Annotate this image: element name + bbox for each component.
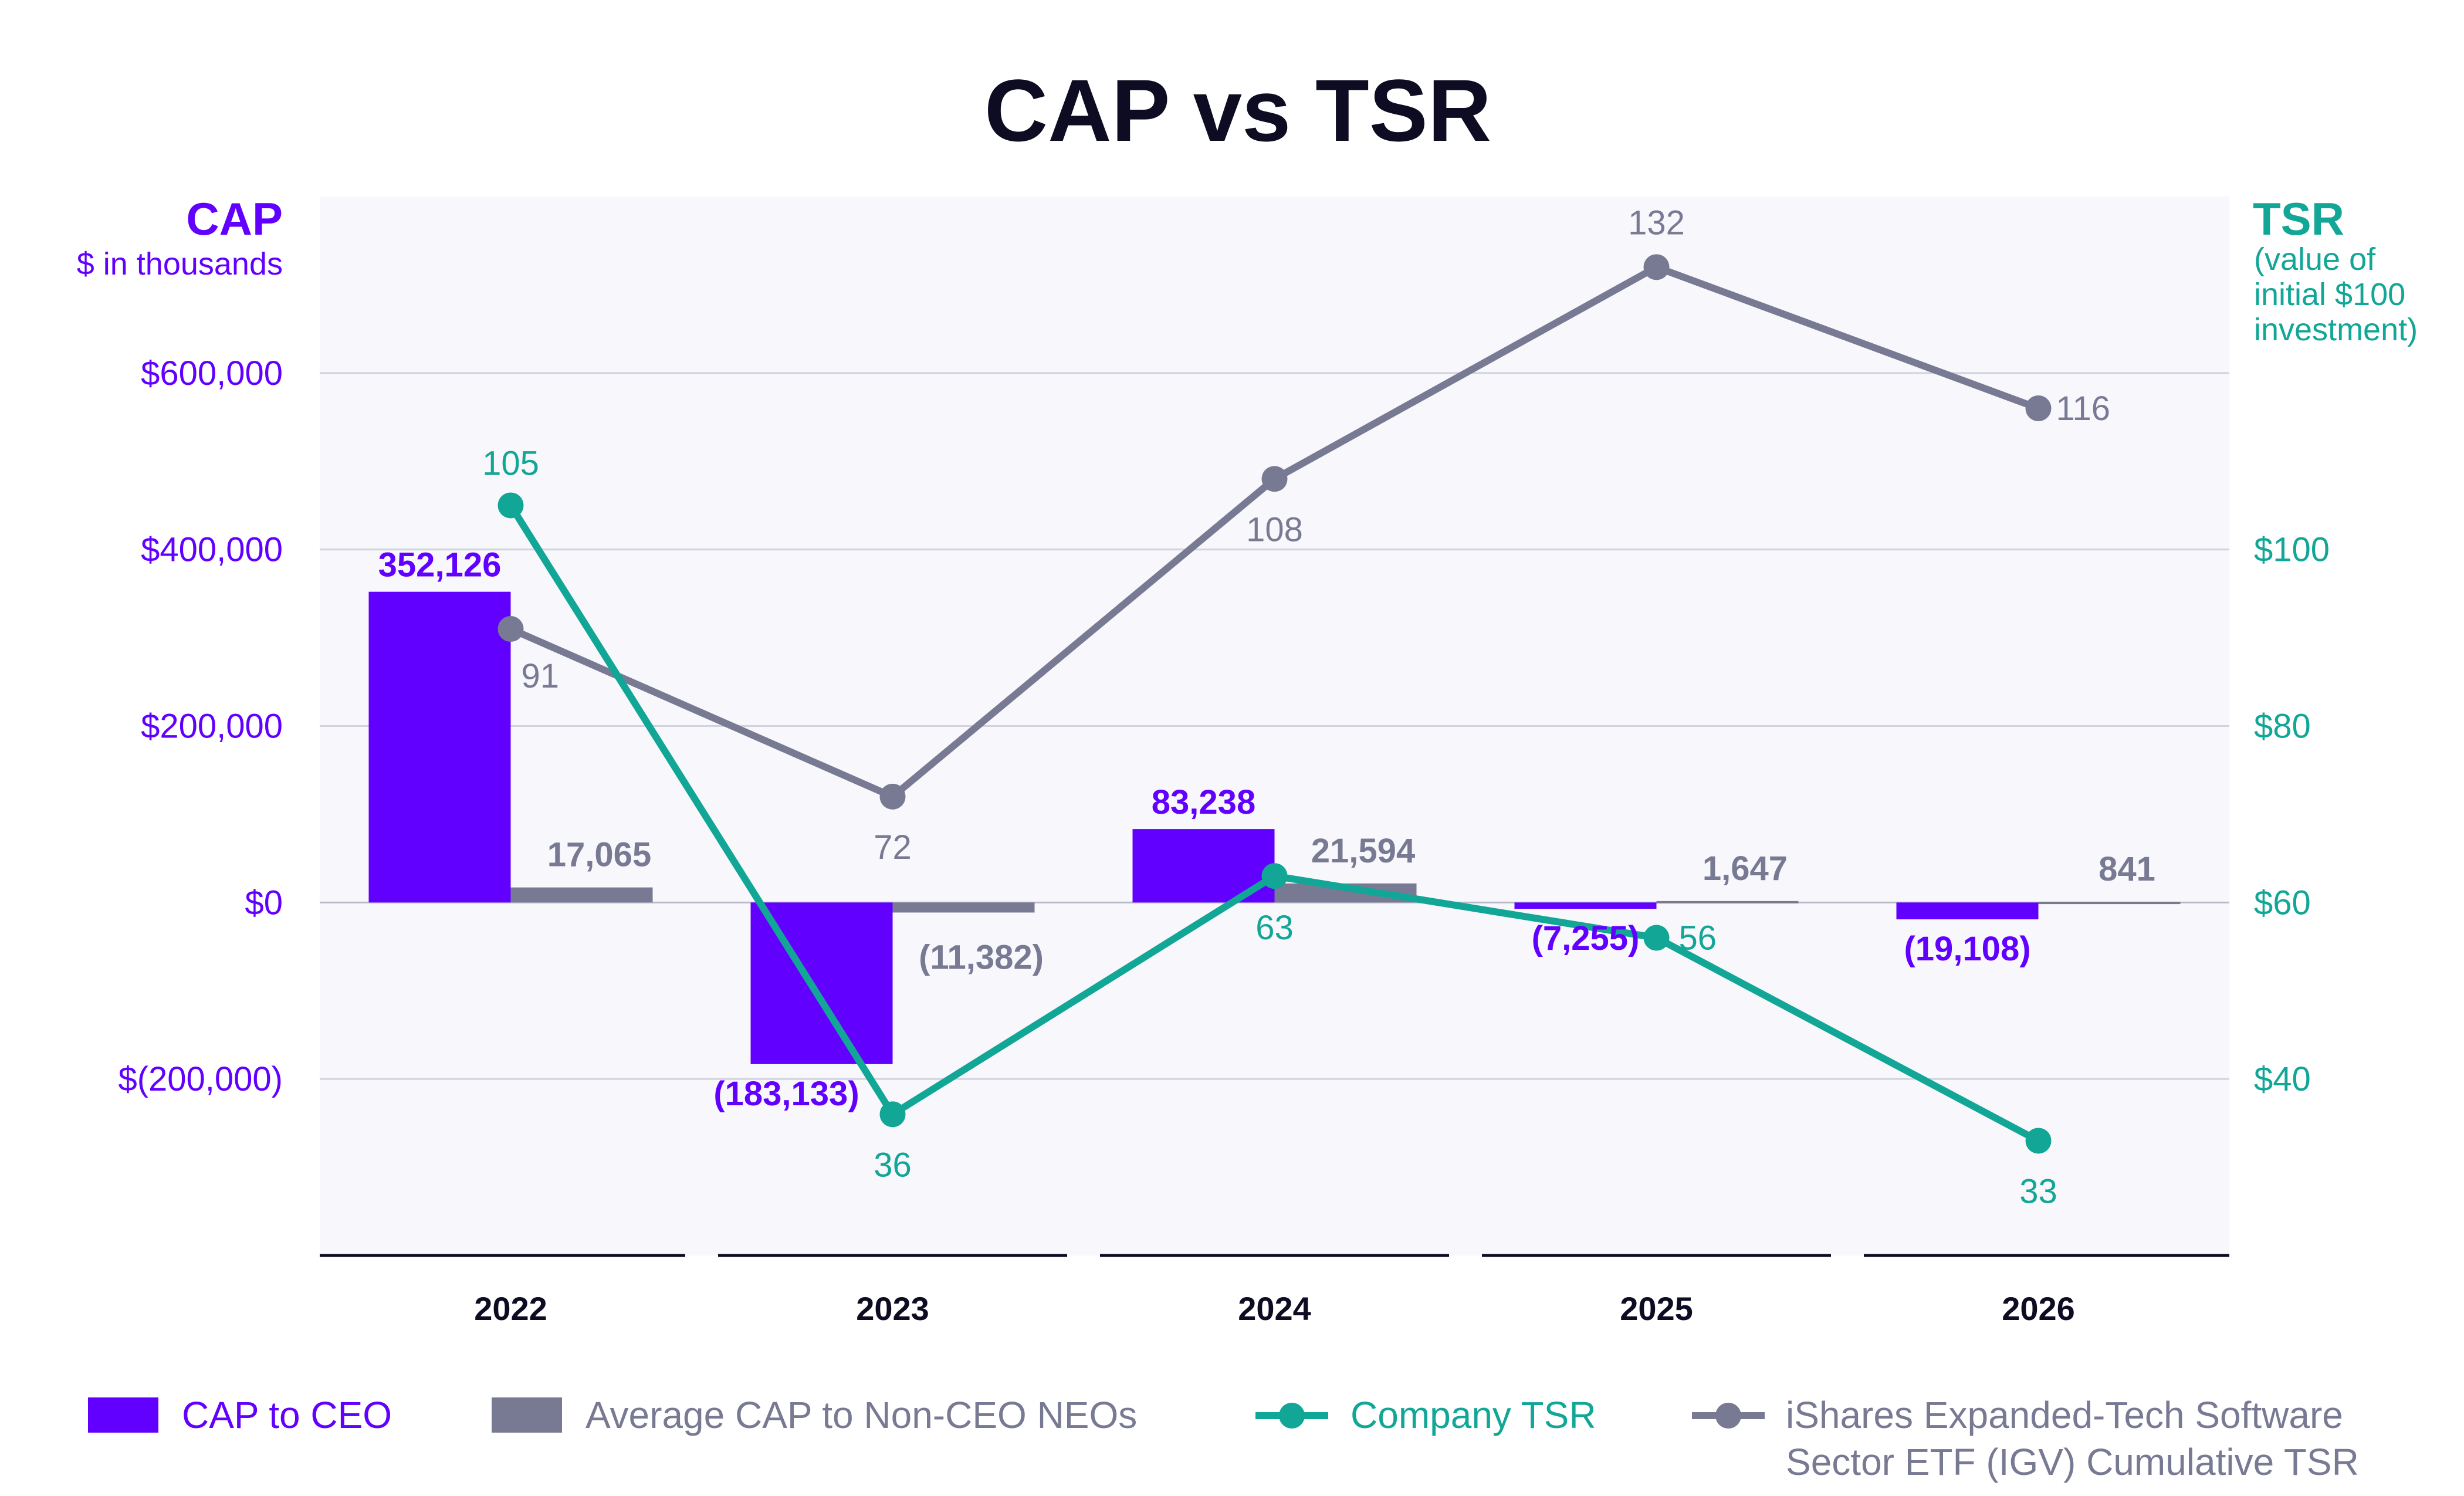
category-label: 2023	[856, 1290, 929, 1327]
data-label-cap-to-ceo: 83,238	[1152, 783, 1255, 821]
right-axis-subtitle-line-3: investment)	[2254, 312, 2418, 347]
point-igv-tsr	[2025, 395, 2052, 421]
bar-avg-cap-non-ceo	[1656, 901, 1799, 903]
category-label: 2025	[1620, 1290, 1693, 1327]
left-tick-label: $200,000	[141, 708, 283, 746]
data-label-igv-tsr: 91	[522, 657, 560, 695]
left-tick-label: $400,000	[141, 531, 283, 569]
legend-label-cap-to-ceo: CAP to CEO	[182, 1394, 392, 1436]
data-label-cap-to-ceo: (183,133)	[713, 1075, 859, 1113]
bar-cap-to-ceo	[1514, 902, 1657, 909]
point-company-tsr	[1643, 925, 1670, 951]
legend: CAP to CEO Average CAP to Non-CEO NEOs C…	[88, 1394, 2359, 1483]
left-axis-subtitle: $ in thousands	[77, 246, 283, 282]
legend-label-company-tsr: Company TSR	[1351, 1394, 1596, 1436]
right-tick-label: $100	[2254, 531, 2330, 569]
data-label-company-tsr: 33	[2019, 1172, 2057, 1210]
data-labels: 352,126 (183,133) 83,238 (7,255) (19,108) 17,…	[378, 204, 2155, 1210]
left-tick-label: $600,000	[141, 354, 283, 392]
right-axis-title: TSR	[2253, 193, 2344, 245]
bar-cap-to-ceo	[1896, 902, 2039, 920]
right-axis-subtitle-line-2: initial $100	[2254, 277, 2405, 312]
point-company-tsr	[497, 492, 524, 519]
left-tick-label: $(200,000)	[118, 1060, 283, 1098]
data-label-igv-tsr: 132	[1628, 204, 1685, 242]
point-company-tsr	[879, 1101, 906, 1128]
left-tick-label: $0	[245, 884, 283, 922]
data-label-igv-tsr: 116	[2056, 390, 2110, 428]
category-label: 2022	[474, 1290, 547, 1327]
data-label-company-tsr: 105	[482, 444, 539, 482]
right-tick-label: $60	[2254, 884, 2311, 922]
point-igv-tsr	[1261, 466, 1288, 492]
data-label-igv-tsr: 108	[1246, 510, 1303, 549]
bar-avg-cap-non-ceo	[2038, 902, 2181, 905]
data-label-avg-cap-non-ceo: (11,382)	[919, 938, 1044, 976]
legend-marker-igv-tsr	[1715, 1403, 1741, 1429]
point-igv-tsr	[879, 783, 906, 810]
right-tick-label: $40	[2254, 1060, 2311, 1098]
legend-label-igv-tsr-line-1: iShares Expanded-Tech Software	[1786, 1394, 2343, 1436]
legend-marker-company-tsr	[1279, 1403, 1305, 1429]
bar-avg-cap-non-ceo	[510, 887, 653, 903]
point-igv-tsr	[497, 616, 524, 642]
data-label-avg-cap-non-ceo: 17,065	[547, 836, 651, 874]
point-igv-tsr	[1643, 254, 1670, 280]
right-tick-label: $80	[2254, 708, 2311, 746]
data-label-company-tsr: 36	[874, 1146, 912, 1184]
legend-label-avg-cap-non-ceo: Average CAP to Non-CEO NEOs	[585, 1394, 1137, 1436]
data-label-igv-tsr: 72	[874, 828, 912, 867]
legend-label-igv-tsr-line-2: Sector ETF (IGV) Cumulative TSR	[1786, 1441, 2359, 1483]
data-label-avg-cap-non-ceo: 1,647	[1703, 849, 1788, 888]
data-label-company-tsr: 56	[1679, 919, 1717, 957]
category-labels: 2022 2023 2024 2025 2026	[474, 1290, 2075, 1327]
left-axis-title: CAP	[186, 193, 283, 245]
point-company-tsr	[2025, 1128, 2052, 1154]
point-company-tsr	[1261, 863, 1288, 889]
data-label-cap-to-ceo: (7,255)	[1532, 919, 1640, 957]
right-axis-subtitle-line-1: (value of	[2254, 242, 2376, 277]
data-label-cap-to-ceo: 352,126	[378, 546, 502, 584]
category-label: 2026	[2002, 1290, 2075, 1327]
bar-cap-to-ceo	[368, 591, 511, 903]
legend-swatch-avg-cap-non-ceo	[492, 1397, 562, 1433]
right-axis-ticks: $100 $80 $60 $40	[2254, 531, 2330, 1098]
data-label-avg-cap-non-ceo: 841	[2099, 850, 2155, 888]
legend-swatch-cap-to-ceo	[88, 1397, 158, 1433]
left-axis-ticks: $600,000 $400,000 $200,000 $0 $(200,000)	[118, 354, 283, 1098]
data-label-company-tsr: 63	[1255, 909, 1294, 947]
chart-title: CAP vs TSR	[984, 61, 1491, 160]
bar-avg-cap-non-ceo	[892, 902, 1035, 913]
data-label-avg-cap-non-ceo: 21,594	[1311, 832, 1415, 870]
data-label-cap-to-ceo: (19,108)	[1904, 930, 2030, 968]
tsr-lines	[497, 254, 2052, 1154]
category-label: 2024	[1238, 1290, 1311, 1327]
